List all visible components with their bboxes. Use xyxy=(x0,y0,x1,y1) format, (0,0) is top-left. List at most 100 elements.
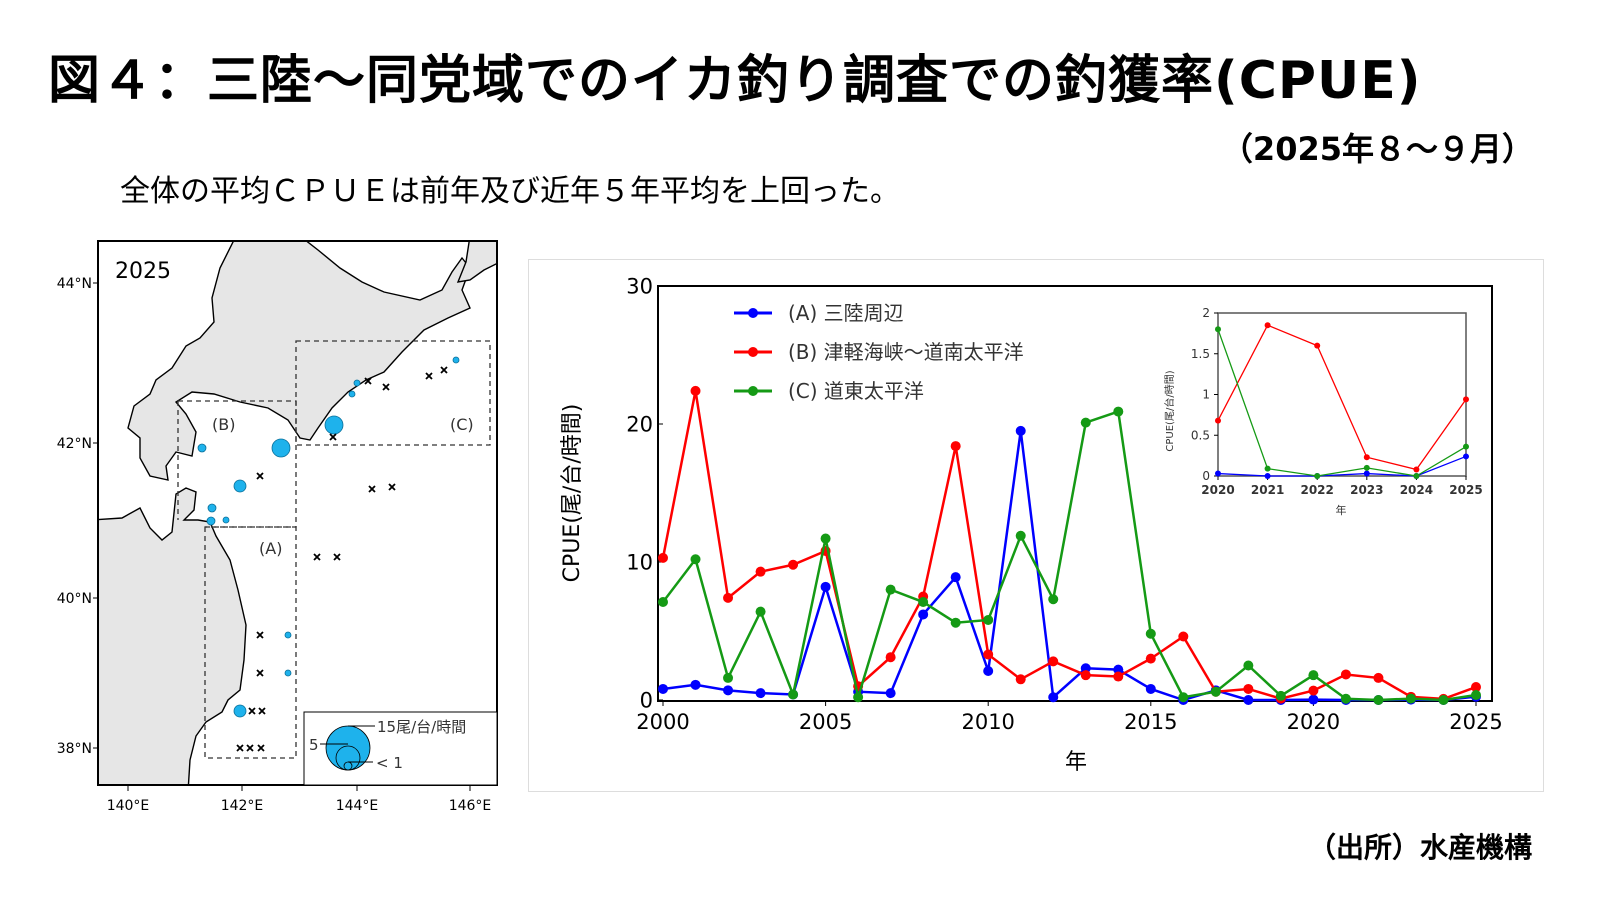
data-point xyxy=(1145,653,1156,664)
x-tick-label: 2015 xyxy=(1124,710,1177,734)
zero-catch-cross-marker xyxy=(256,472,264,480)
area-a-boundary xyxy=(204,526,297,759)
data-point xyxy=(950,572,961,583)
lat-label: 40°N xyxy=(57,591,92,607)
catch-circle-marker xyxy=(233,704,247,718)
data-point xyxy=(1048,656,1059,667)
data-point xyxy=(1314,342,1321,349)
legend-circle-small xyxy=(343,761,353,771)
series-line xyxy=(661,390,1477,701)
data-point xyxy=(1275,690,1286,701)
data-point xyxy=(1080,417,1091,428)
data-point xyxy=(1243,660,1254,671)
y-tick-label: 2 xyxy=(1202,306,1210,320)
data-point xyxy=(1178,692,1189,703)
series-line xyxy=(662,409,1477,702)
plot-frame xyxy=(657,285,1493,702)
inset-x-axis-label: 年 xyxy=(1336,503,1347,517)
data-point xyxy=(1463,453,1469,460)
data-point xyxy=(1308,685,1319,696)
legend-min-label: < 1 xyxy=(376,754,403,772)
data-point xyxy=(723,685,734,696)
y-tick-label: 0 xyxy=(1202,469,1210,483)
lat-label: 38°N xyxy=(57,741,92,757)
lat-label: 44°N xyxy=(57,276,92,292)
catch-circle-marker xyxy=(222,516,230,524)
data-point xyxy=(1243,683,1254,694)
data-point xyxy=(1264,465,1271,472)
area-b-label: (B) xyxy=(212,415,235,434)
data-point xyxy=(723,592,734,603)
data-point xyxy=(1215,417,1221,424)
catch-circle-marker xyxy=(348,390,356,398)
catch-circle-marker xyxy=(206,516,216,526)
data-point xyxy=(1048,594,1059,605)
y-tick-label: 20 xyxy=(626,412,653,436)
x-tick-label: 2025 xyxy=(1449,710,1502,734)
survey-map: (B) (A) (C) 2025 15尾/台/時間 5 < 1 44°N 42°… xyxy=(44,236,506,816)
data-point xyxy=(983,666,994,677)
series-line xyxy=(1217,455,1467,477)
y-axis-label: CPUE(尾/台/時間) xyxy=(560,404,585,583)
data-point xyxy=(690,385,701,396)
data-point xyxy=(1080,663,1091,674)
area-c-label: (C) xyxy=(450,415,474,434)
legend-max-label: 15尾/台/時間 xyxy=(377,718,466,736)
data-point xyxy=(1314,473,1321,479)
y-tick-label: 0 xyxy=(640,688,653,712)
data-point xyxy=(1308,694,1319,705)
data-point xyxy=(723,672,734,683)
catch-circle-marker xyxy=(207,503,217,513)
legend-swatch-marker xyxy=(748,347,758,357)
data-point xyxy=(658,552,668,563)
data-point xyxy=(1373,695,1384,705)
data-point xyxy=(983,649,994,660)
data-point xyxy=(885,652,896,663)
source-credit: （出所）水産機構 xyxy=(1307,831,1532,864)
catch-circle-marker xyxy=(271,438,291,458)
y-tick-label: 30 xyxy=(626,274,653,298)
data-point xyxy=(1015,530,1026,541)
data-point xyxy=(1113,406,1124,417)
data-point xyxy=(1215,326,1221,333)
x-tick-label: 2025 xyxy=(1449,483,1482,497)
zero-catch-cross-marker xyxy=(236,744,244,752)
lon-label: 144°E xyxy=(336,798,379,814)
data-point xyxy=(658,683,668,694)
data-point xyxy=(690,554,701,565)
data-point xyxy=(1178,631,1189,642)
zero-catch-cross-marker xyxy=(258,707,266,715)
legend-label: (C) 道東太平洋 xyxy=(788,379,924,403)
legend-swatch-marker xyxy=(748,386,758,396)
catch-circle-marker xyxy=(452,356,460,364)
y-tick-label: 1 xyxy=(1202,388,1210,402)
data-point xyxy=(755,688,766,699)
data-point xyxy=(1373,672,1384,683)
y-tick-label: 1.5 xyxy=(1191,347,1210,361)
data-point xyxy=(1145,683,1156,694)
zero-catch-cross-marker xyxy=(248,707,256,715)
catch-circle-marker xyxy=(233,479,247,493)
lon-label: 146°E xyxy=(449,798,492,814)
data-point xyxy=(1363,470,1370,477)
zero-catch-cross-marker xyxy=(329,433,337,441)
zero-catch-cross-marker xyxy=(256,631,264,639)
inset-y-axis-label: CPUE(尾/台/時間) xyxy=(1163,370,1176,451)
data-point xyxy=(918,609,929,620)
map-year-label: 2025 xyxy=(115,259,171,284)
zero-catch-cross-marker xyxy=(440,366,448,374)
zero-catch-cross-marker xyxy=(425,372,433,380)
data-point xyxy=(983,614,994,625)
x-tick-label: 2000 xyxy=(636,710,689,734)
series-line xyxy=(662,430,1477,702)
data-point xyxy=(1471,690,1481,701)
legend-label: (B) 津軽海峡～道南太平洋 xyxy=(788,340,1024,364)
data-point xyxy=(1413,466,1420,473)
x-tick-label: 2023 xyxy=(1350,483,1383,497)
zero-catch-cross-marker xyxy=(382,383,390,391)
data-point xyxy=(1113,671,1124,682)
catch-circle-marker xyxy=(324,415,344,435)
x-tick-label: 2021 xyxy=(1251,483,1284,497)
catch-circle-marker xyxy=(284,669,292,677)
data-point xyxy=(788,689,799,700)
